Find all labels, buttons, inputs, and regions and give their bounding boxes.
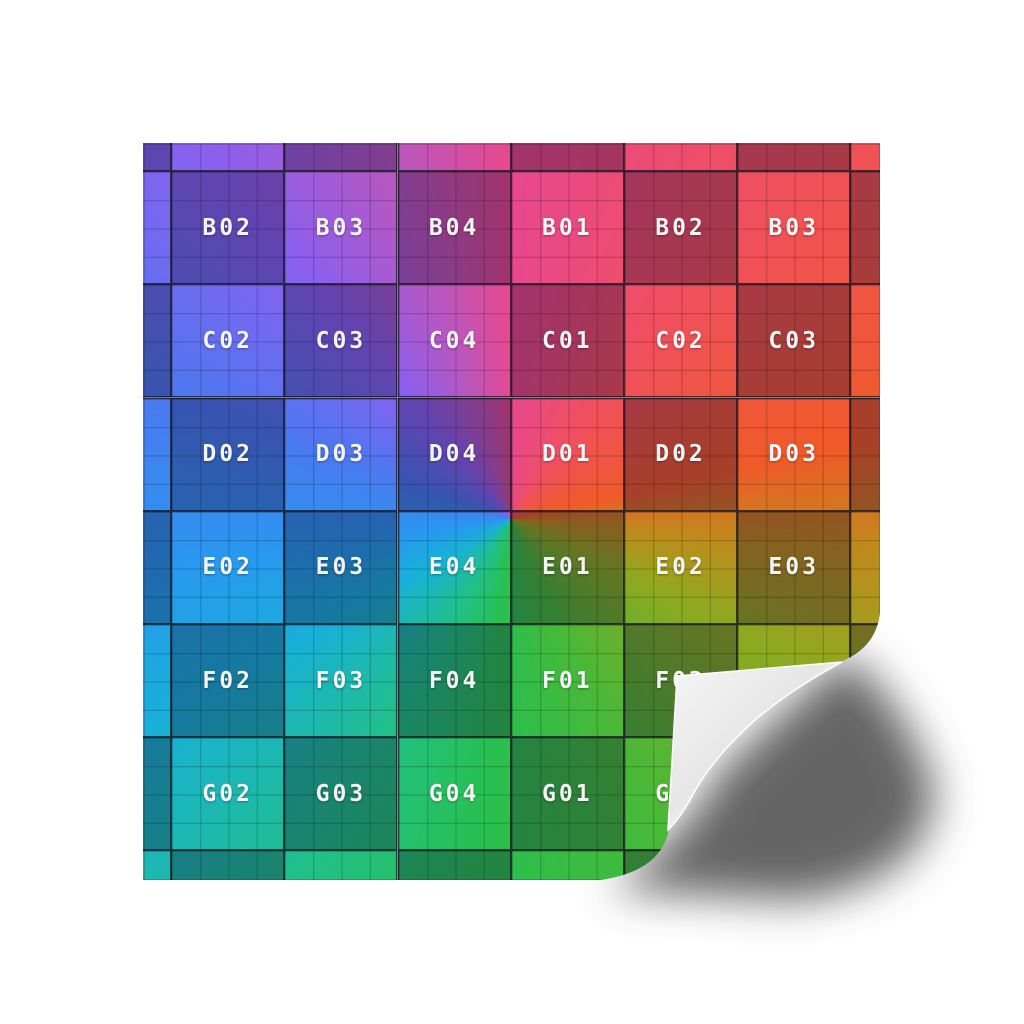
grid-cell: C03 [284,284,397,397]
grid-cell [850,511,880,624]
grid-cell [511,850,624,880]
grid-cell [737,143,850,171]
grid-cell: E03 [737,511,850,624]
grid-cell: E03 [284,511,397,624]
grid-cell: F02 [171,624,284,737]
cell-label: F01 [542,667,593,694]
grid-cell [850,284,880,397]
grid-cell: G02 [171,737,284,850]
cell-label: E01 [542,554,593,581]
grid-cell [143,171,171,284]
cell-label: F04 [428,667,480,694]
grid-cell: D01 [511,398,624,511]
grid-cell: F03 [284,624,397,737]
cell-label: B01 [542,214,593,241]
cell-label: G01 [542,780,593,807]
cell-label: C02 [655,327,706,354]
grid-cell: B04 [398,171,511,284]
grid-cell [850,171,880,284]
grid-cell: E01 [511,511,624,624]
cell-label: E02 [655,554,706,581]
grid-cell [284,850,397,880]
cell-label: B03 [768,214,819,241]
grid-cell: C02 [171,284,284,397]
cell-label: F03 [315,667,367,694]
grid-cell: C04 [398,284,511,397]
cell-label: B04 [428,214,480,241]
grid-cell: C02 [624,284,737,397]
cell-label: C03 [768,327,819,354]
grid-cell: G03 [284,737,397,850]
cell-label: E04 [428,554,480,581]
cell-label: C02 [202,327,253,354]
cell-label: G02 [202,780,253,807]
grid-cell [511,143,624,171]
cell-label: E02 [202,554,253,581]
grid-cell [143,284,171,397]
grid-cell: B03 [284,171,397,284]
cell-label: G03 [315,780,367,807]
grid-cell: F01 [511,624,624,737]
cell-label: D04 [428,441,480,468]
grid-cell: G04 [398,737,511,850]
grid-cell [143,511,171,624]
cell-label: E03 [768,554,819,581]
grid-cell: D03 [284,398,397,511]
grid-cell [143,850,171,880]
grid-cell: D03 [737,398,850,511]
cell-label: D03 [768,441,819,468]
grid-cell: D04 [398,398,511,511]
grid-cell: C03 [737,284,850,397]
cell-label: E03 [315,554,367,581]
cell-label: C04 [428,327,480,354]
grid-cell: C01 [511,284,624,397]
cell-label: B02 [202,214,253,241]
grid-cell: D02 [624,398,737,511]
cell-label: C01 [542,327,593,354]
grid-cell: D02 [171,398,284,511]
cell-label: D01 [542,441,593,468]
grid-cell [284,143,397,171]
grid-cell: E02 [171,511,284,624]
cell-label: F02 [202,667,253,694]
cell-label: D03 [315,441,367,468]
grid-cell: B03 [737,171,850,284]
grid-cell [398,850,511,880]
cell-label: G04 [428,780,480,807]
grid-cell: E02 [624,511,737,624]
cell-label: C03 [315,327,367,354]
grid-cell [171,143,284,171]
grid-cell: B02 [171,171,284,284]
grid-cell: F04 [398,624,511,737]
cell-label: B02 [655,214,706,241]
grid-cell [143,624,171,737]
cell-label: D02 [202,441,253,468]
grid-cell: G01 [511,737,624,850]
grid-cell [143,143,171,171]
grid-cell [171,850,284,880]
grid-cell [398,143,511,171]
cell-label: B03 [315,214,367,241]
grid-cell: B01 [511,171,624,284]
grid-cell [143,737,171,850]
cell-label: D02 [655,441,706,468]
grid-cell: B02 [624,171,737,284]
grid-cell [850,398,880,511]
grid-cell: E04 [398,511,511,624]
grid-cell [850,143,880,171]
poster-grid: B02 B03 B04 B01 B02 B03 C02 C03 C04 C01 C02 C03 D02 D… [143,143,880,880]
grid-cell [143,398,171,511]
grid-cell [624,143,737,171]
